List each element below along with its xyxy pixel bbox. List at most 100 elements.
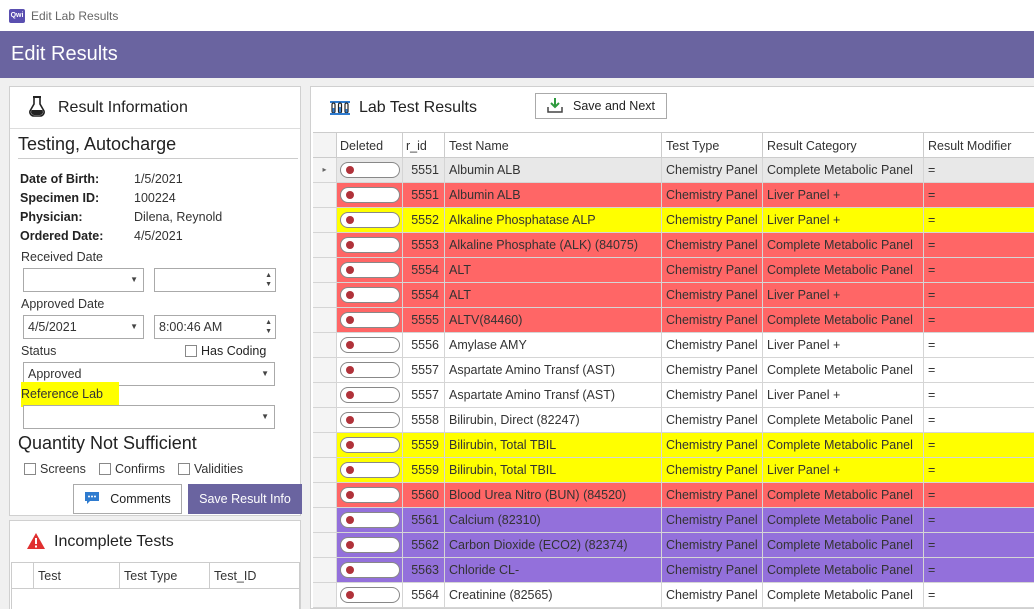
table-row[interactable]: 5563 Chloride CL- Chemistry Panel Complete … (313, 558, 1034, 583)
deleted-toggle[interactable] (340, 286, 400, 303)
deleted-toggle[interactable] (340, 261, 400, 278)
deleted-toggle[interactable] (340, 486, 400, 503)
table-row[interactable]: 5552 Alkaline Phosphatase ALP Chemistry Pa… (313, 208, 1034, 233)
table-row[interactable]: 5557 Aspartate Amino Transf (AST) Chemistr… (313, 383, 1034, 408)
row-indicator[interactable] (313, 583, 337, 607)
col-header-result-category[interactable]: Result Category (763, 133, 924, 157)
deleted-cell (337, 308, 403, 332)
result-category-cell: Complete Metabolic Panel (763, 233, 924, 257)
col-header-result-modifier[interactable]: Result Modifier (924, 133, 1034, 157)
row-indicator[interactable] (313, 408, 337, 432)
deleted-toggle[interactable] (340, 236, 400, 253)
test-tubes-icon (329, 98, 351, 119)
deleted-cell (337, 408, 403, 432)
row-indicator[interactable] (313, 383, 337, 407)
save-result-info-button[interactable]: Save Result Info (188, 484, 302, 514)
deleted-toggle[interactable] (340, 161, 400, 178)
table-row[interactable]: 5551 Albumin ALB Chemistry Panel Liver Pane… (313, 183, 1034, 208)
has-coding-checkbox[interactable]: Has Coding (185, 344, 266, 358)
approved-date-picker[interactable]: 4/5/2021 ▼ (23, 315, 144, 339)
table-row[interactable]: 5554 ALT Chemistry Panel Liver Panel + = (313, 283, 1034, 308)
approved-time-spinner[interactable]: 8:00:46 AM ▲ ▼ (154, 315, 276, 339)
test-name-cell: Bilirubin, Direct (82247) (445, 408, 662, 432)
row-indicator[interactable] (313, 208, 337, 232)
table-row[interactable]: 5553 Alkaline Phosphate (ALK) (84075) Chem… (313, 233, 1034, 258)
col-header-test-type[interactable]: Test Type (120, 563, 210, 588)
table-row[interactable]: 5556 Amylase AMY Chemistry Panel Liver Pane… (313, 333, 1034, 358)
col-header-r-id[interactable]: r_id (403, 133, 445, 157)
table-row[interactable]: 5561 Calcium (82310) Chemistry Panel Comple… (313, 508, 1034, 533)
table-row[interactable]: 5558 Bilirubin, Direct (82247) Chemistry P… (313, 408, 1034, 433)
deleted-toggle[interactable] (340, 411, 400, 428)
row-indicator[interactable] (313, 233, 337, 257)
qns-screens-label: Screens (40, 462, 86, 476)
spin-arrows-icon[interactable]: ▲ ▼ (265, 272, 272, 288)
deleted-toggle[interactable] (340, 361, 400, 378)
result-category-cell: Complete Metabolic Panel (763, 358, 924, 382)
deleted-toggle[interactable] (340, 461, 400, 478)
col-header-test-id[interactable]: Test_ID (214, 569, 257, 583)
deleted-toggle[interactable] (340, 561, 400, 578)
spin-arrows-icon[interactable]: ▲ ▼ (265, 319, 272, 335)
row-indicator[interactable] (313, 508, 337, 532)
table-row[interactable]: 5559 Bilirubin, Total TBIL Chemistry Panel… (313, 433, 1034, 458)
checkbox-box[interactable] (178, 463, 190, 475)
test-name-cell: Bilirubin, Total TBIL (445, 458, 662, 482)
table-row[interactable]: 5559 Bilirubin, Total TBIL Chemistry Panel… (313, 458, 1034, 483)
toggle-knob (346, 340, 354, 349)
received-date-picker[interactable]: ▼ (23, 268, 144, 292)
result-modifier-cell: = (928, 488, 936, 502)
table-row[interactable]: 5560 Blood Urea Nitro (BUN) (84520) Chemis… (313, 483, 1034, 508)
save-and-next-button[interactable]: Save and Next (535, 93, 667, 119)
result-modifier-cell: = (928, 538, 936, 552)
deleted-toggle[interactable] (340, 336, 400, 353)
deleted-cell (337, 583, 403, 607)
row-indicator[interactable] (313, 283, 337, 307)
row-indicator[interactable] (313, 483, 337, 507)
row-indicator[interactable] (313, 258, 337, 282)
specimen-value: 100224 (134, 191, 176, 205)
col-header-deleted[interactable]: Deleted (337, 133, 403, 157)
checkbox-box[interactable] (185, 345, 197, 357)
table-row[interactable]: 5555 ALTV(84460) Chemistry Panel Complete M… (313, 308, 1034, 333)
table-row[interactable]: 5554 ALT Chemistry Panel Complete Metabolic… (313, 258, 1034, 283)
checkbox-box[interactable] (24, 463, 36, 475)
status-value: Approved (28, 367, 82, 381)
row-indicator[interactable] (313, 533, 337, 557)
row-indicator[interactable] (313, 308, 337, 332)
row-indicator[interactable] (313, 358, 337, 382)
qns-validities-checkbox[interactable]: Validities (178, 462, 243, 476)
row-indicator[interactable] (313, 458, 337, 482)
result-category-cell: Complete Metabolic Panel (763, 508, 924, 532)
row-indicator[interactable] (313, 333, 337, 357)
row-indicator[interactable] (313, 183, 337, 207)
deleted-toggle[interactable] (340, 436, 400, 453)
received-time-spinner[interactable]: ▲ ▼ (154, 268, 276, 292)
col-header-test[interactable]: Test (34, 563, 120, 588)
result-modifier-cell: = (928, 388, 936, 402)
table-row[interactable]: 5557 Aspartate Amino Transf (AST) Chemistr… (313, 358, 1034, 383)
table-row[interactable]: ▸ 5551 Albumin ALB Chemistry Panel Complete … (313, 158, 1034, 183)
deleted-toggle[interactable] (340, 186, 400, 203)
test-name-cell: Bilirubin, Total TBIL (445, 433, 662, 457)
deleted-toggle[interactable] (340, 536, 400, 553)
deleted-toggle[interactable] (340, 311, 400, 328)
reference-lab-select[interactable]: ▼ (23, 405, 275, 429)
table-row[interactable]: 5564 Creatinine (82565) Chemistry Panel Com… (313, 583, 1034, 608)
physician-value: Dilena, Reynold (134, 210, 223, 224)
checkbox-box[interactable] (99, 463, 111, 475)
toggle-knob (346, 415, 354, 424)
row-indicator[interactable] (313, 433, 337, 457)
table-row[interactable]: 5562 Carbon Dioxide (ECO2) (82374) Chemist… (313, 533, 1034, 558)
qns-screens-checkbox[interactable]: Screens (24, 462, 86, 476)
comments-button[interactable]: Comments (73, 484, 182, 514)
row-indicator[interactable] (313, 558, 337, 582)
current-row-arrow-icon[interactable]: ▸ (313, 158, 337, 182)
col-header-test-type[interactable]: Test Type (662, 133, 763, 157)
deleted-toggle[interactable] (340, 511, 400, 528)
deleted-toggle[interactable] (340, 586, 400, 603)
deleted-toggle[interactable] (340, 386, 400, 403)
qns-confirms-checkbox[interactable]: Confirms (99, 462, 165, 476)
col-header-test-name[interactable]: Test Name (445, 133, 662, 157)
deleted-toggle[interactable] (340, 211, 400, 228)
